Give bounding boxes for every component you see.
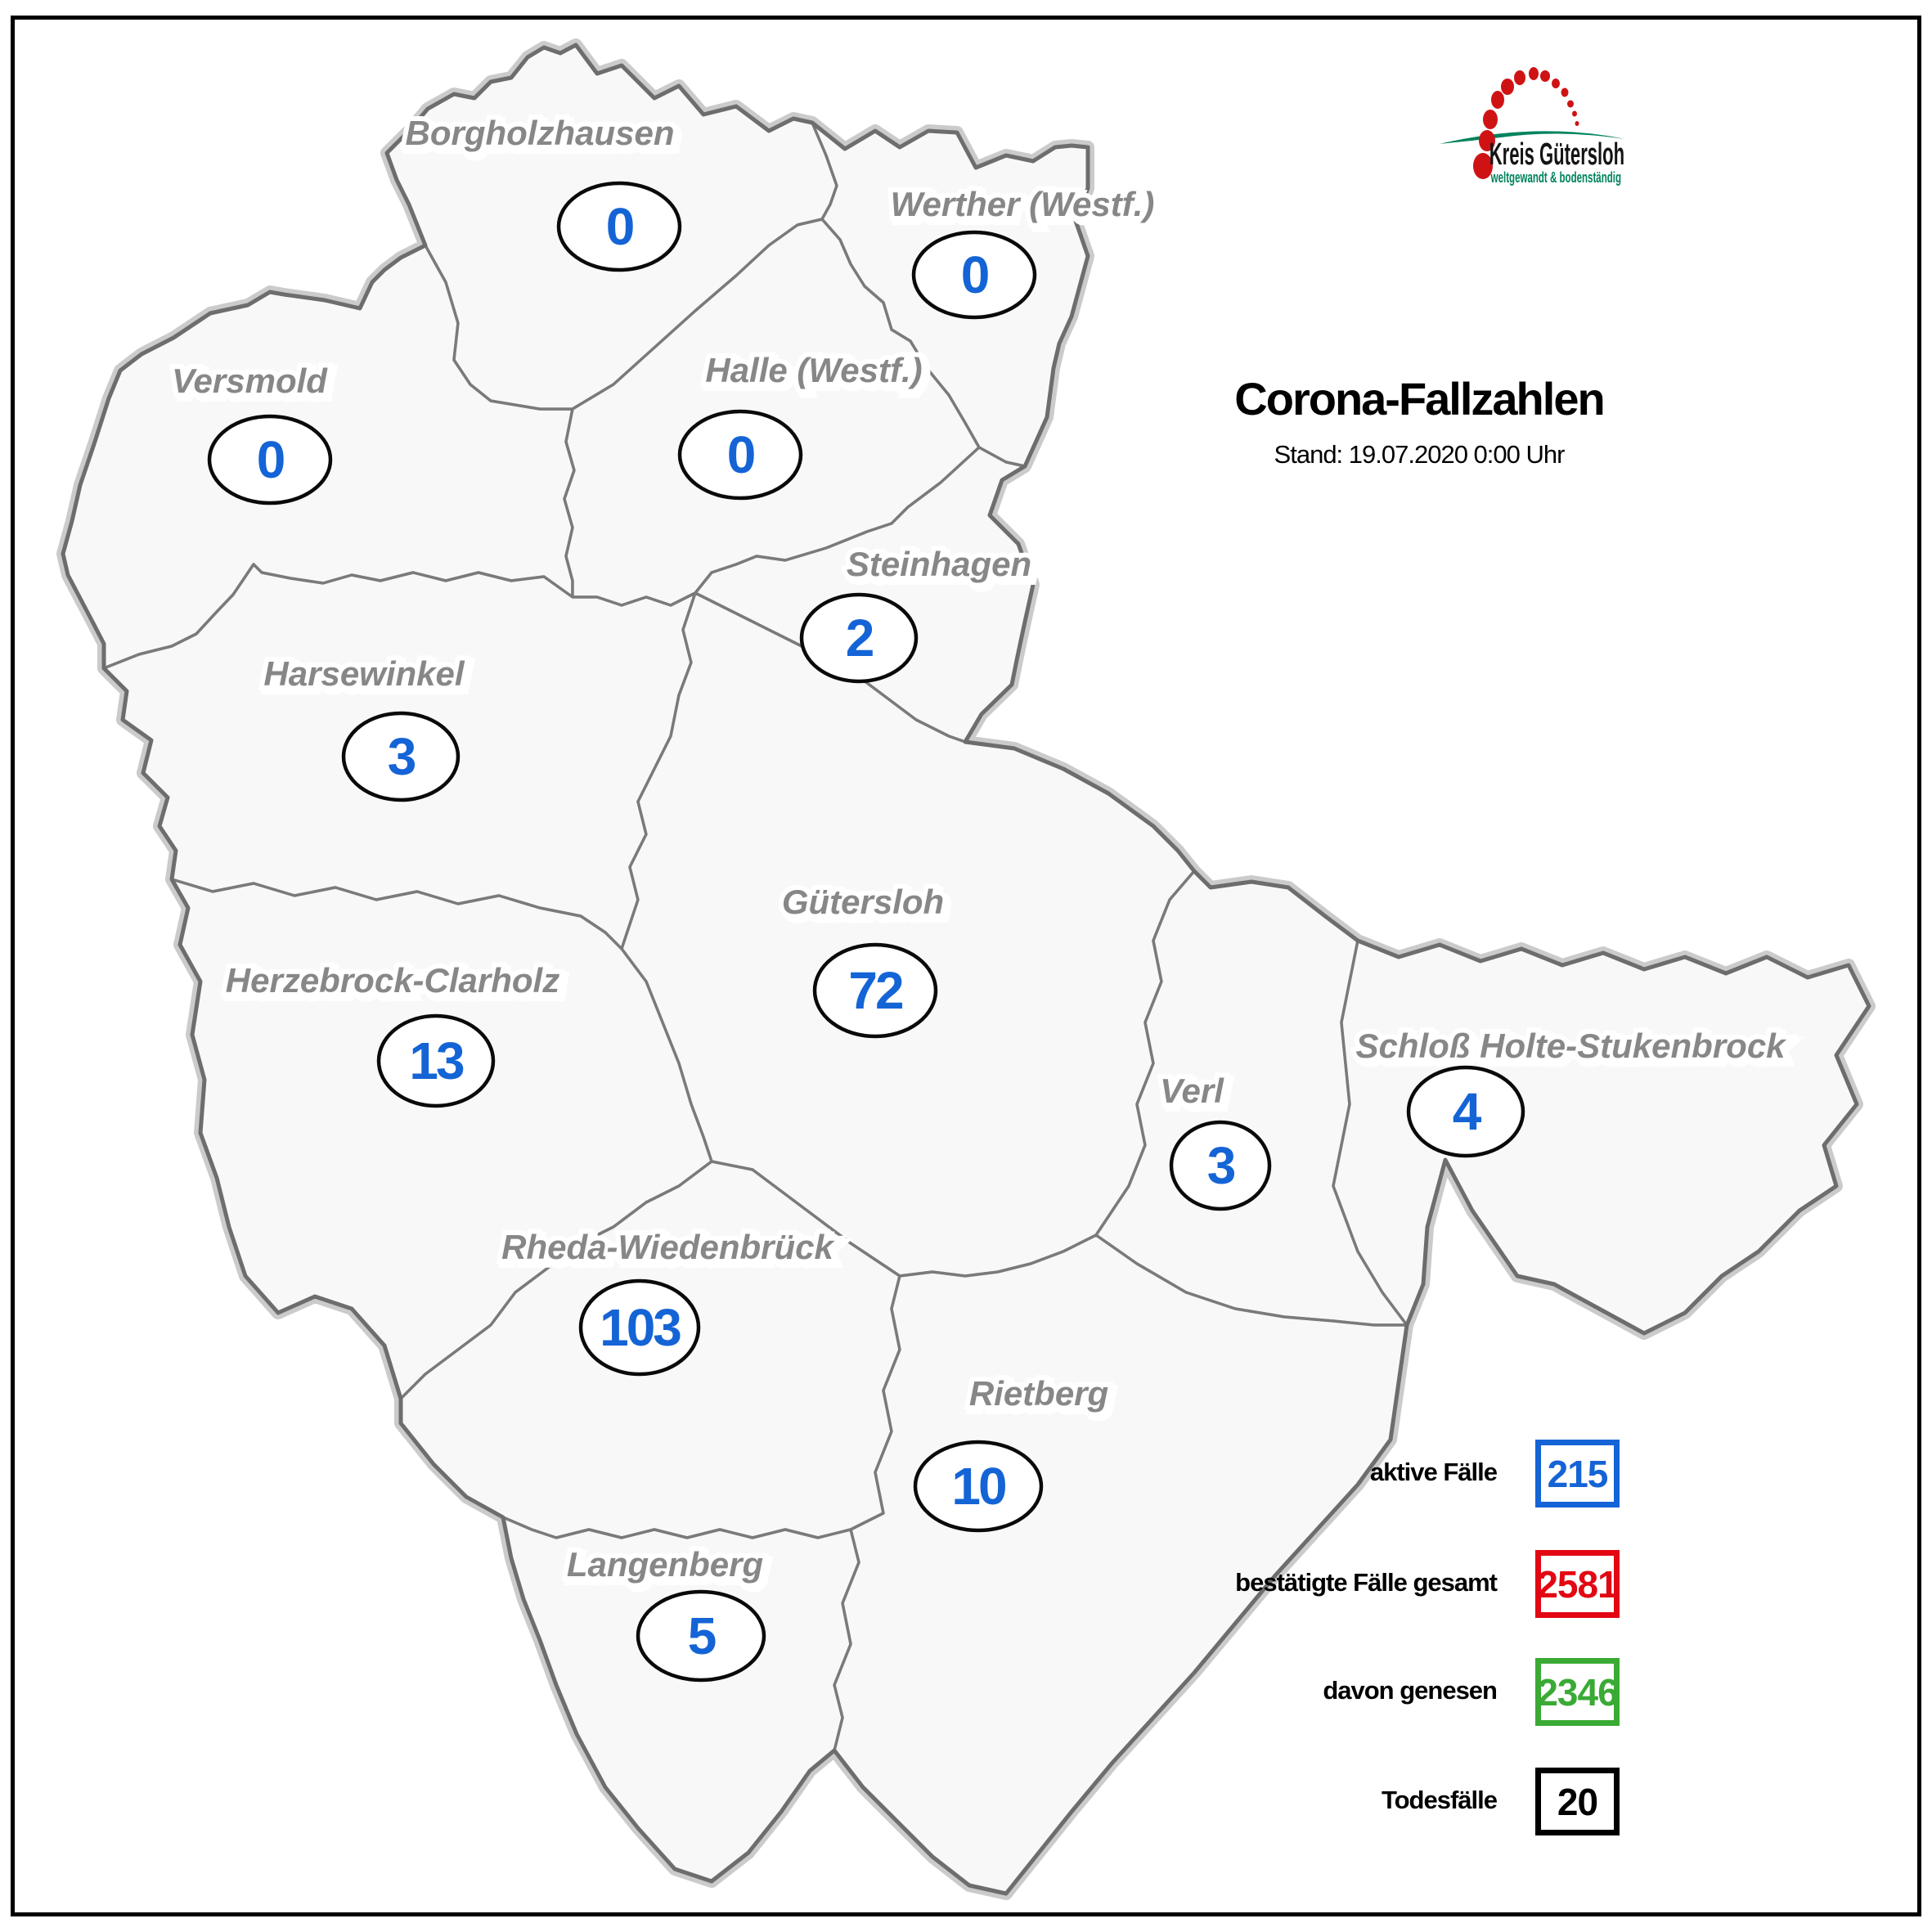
municipality-label-shadow-halle: Halle (Westf.): [708, 354, 925, 393]
municipality-label-shadow-shs: Schloß Holte-Stukenbrock: [1359, 1030, 1790, 1068]
municipality-label-shadow-guetersloh: Gütersloh: [785, 886, 947, 924]
municipality-label-shadow-verl: Verl: [1163, 1075, 1228, 1113]
logo-arc-icon: [1440, 67, 1625, 179]
municipality-label-shadow-steinhagen: Steinhagen: [850, 548, 1035, 586]
municipality-label-rietberg: Rietberg: [969, 1374, 1108, 1413]
legend-label-deaths: Todesfälle: [1381, 1786, 1498, 1814]
case-count-borgholzhausen: 0: [606, 197, 633, 256]
case-count-rheda: 103: [600, 1298, 681, 1357]
case-count-ellipse-guetersloh: [812, 942, 938, 1039]
case-count-halle: 0: [727, 425, 754, 484]
municipality-label-shadow-versmold: Versmold: [175, 365, 331, 403]
case-count-guetersloh: 72: [848, 961, 903, 1020]
logo-dots: [1473, 67, 1579, 179]
municipality-label-rheda: Rheda-Wiedenbrück: [501, 1228, 835, 1266]
municipality-label-herzebrock: Herzebrock-Clarholz: [226, 961, 559, 1000]
municipality-label-langenberg: Langenberg: [567, 1545, 763, 1584]
logo-tagline: weltgewandt & bodenständig: [1490, 169, 1621, 186]
case-count-ellipse-halle: [677, 409, 803, 501]
legend-value-box-active: 215: [1535, 1440, 1620, 1507]
case-count-langenberg: 5: [688, 1606, 716, 1665]
case-count-ellipse-rietberg: [913, 1440, 1044, 1533]
municipality-label-guetersloh: Gütersloh: [782, 883, 944, 921]
legend-value-box-recovered: 2346: [1535, 1658, 1620, 1726]
municipality-label-shadow-langenberg: Langenberg: [570, 1548, 766, 1587]
case-count-verl: 3: [1207, 1136, 1235, 1195]
case-count-shs: 4: [1453, 1082, 1482, 1141]
case-count-ellipse-steinhagen: [799, 592, 919, 684]
legend-value-box-deaths: 20: [1535, 1768, 1620, 1835]
municipality-label-shadow-rheda: Rheda-Wiedenbrück: [505, 1231, 838, 1269]
case-count-versmold: 0: [257, 430, 284, 489]
case-count-ellipse-harsewinkel: [341, 711, 461, 802]
case-count-ellipse-verl: [1169, 1120, 1272, 1211]
case-count-ellipse-borgholzhausen: [556, 181, 682, 272]
case-count-ellipse-langenberg: [636, 1589, 766, 1683]
map-frame-border: [11, 16, 1921, 1916]
case-count-herzebrock: 13: [409, 1031, 464, 1090]
case-count-steinhagen: 2: [846, 609, 874, 667]
municipality-label-shadow-werther: Werther (Westf.): [894, 188, 1158, 227]
municipality-label-shadow-borgholzhausen: Borgholzhausen: [408, 117, 677, 155]
municipality-label-shadow-rietberg: Rietberg: [973, 1377, 1112, 1416]
case-count-ellipse-werther: [911, 230, 1037, 320]
case-count-werther: 0: [961, 245, 988, 304]
municipality-label-verl: Verl: [1160, 1072, 1224, 1110]
case-count-ellipse-shs: [1406, 1065, 1525, 1158]
municipality-label-harsewinkel: Harsewinkel: [263, 654, 465, 693]
case-count-harsewinkel: 3: [388, 727, 416, 786]
municipality-label-werther: Werther (Westf.): [891, 185, 1155, 223]
case-count-ellipse-rheda: [578, 1278, 701, 1377]
municipality-label-steinhagen: Steinhagen: [847, 545, 1031, 583]
case-count-rietberg: 10: [951, 1457, 1005, 1516]
legend-label-recovered: davon genesen: [1323, 1676, 1498, 1705]
legend-value-box-confirmed: 2581: [1535, 1550, 1620, 1618]
municipality-label-borgholzhausen: Borgholzhausen: [405, 114, 674, 152]
municipality-label-versmold: Versmold: [172, 362, 328, 400]
municipality-label-shadow-herzebrock: Herzebrock-Clarholz: [229, 964, 563, 1003]
status-date: Stand: 19.07.2020 0:00 Uhr: [1274, 440, 1566, 469]
page-title: Corona-Fallzahlen: [1234, 373, 1605, 425]
legend-label-confirmed: bestätigte Fälle gesamt: [1235, 1568, 1498, 1597]
legend-label-active: aktive Fälle: [1369, 1458, 1498, 1486]
municipality-label-halle: Halle (Westf.): [705, 351, 922, 389]
municipality-label-shadow-harsewinkel: Harsewinkel: [267, 658, 468, 696]
logo-swoosh: [1440, 131, 1625, 144]
municipality-label-shs: Schloß Holte-Stukenbrock: [1355, 1027, 1787, 1065]
logo-wordmark: Kreis Gütersloh: [1489, 137, 1624, 172]
district-outline: [61, 43, 1871, 1896]
case-count-ellipse-versmold: [207, 414, 333, 505]
case-count-ellipse-herzebrock: [376, 1013, 496, 1108]
